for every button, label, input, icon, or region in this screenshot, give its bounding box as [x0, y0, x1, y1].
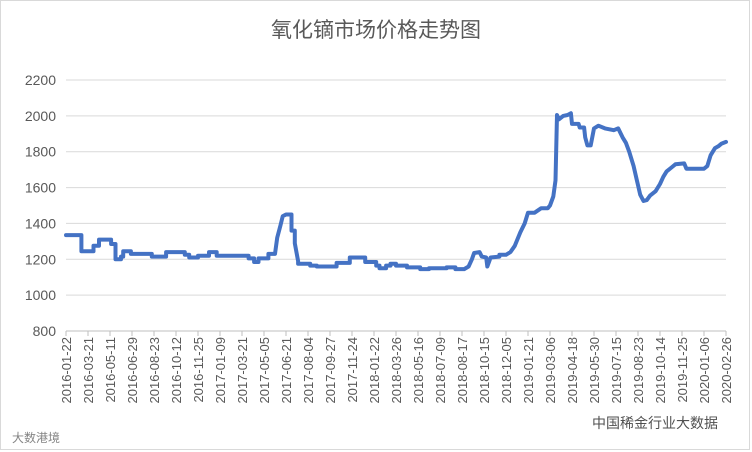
x-tick-label: 2017-03-21 [235, 337, 250, 404]
x-tick-label: 2018-07-09 [433, 337, 448, 404]
watermark-left: 大数港境 [12, 431, 61, 445]
x-tick-label: 2019-01-21 [521, 337, 536, 404]
x-tick-label: 2020-02-26 [719, 337, 734, 404]
x-tick-label: 2019-08-23 [631, 337, 646, 404]
x-tick-label: 2019-03-06 [543, 337, 558, 404]
x-tick-label: 2016-10-12 [169, 337, 184, 404]
x-tick-label: 2018-10-15 [477, 337, 492, 404]
x-tick-label: 2018-01-22 [367, 337, 382, 404]
y-tick-label: 1600 [25, 180, 56, 196]
chart-title: 氧化镝市场价格走势图 [271, 18, 481, 42]
x-tick-label: 2020-01-06 [697, 337, 712, 404]
x-tick-label: 2019-07-15 [609, 337, 624, 404]
y-tick-label: 1000 [25, 287, 56, 303]
x-tick-label: 2016-06-29 [125, 337, 140, 404]
x-tick-label: 2019-11-25 [675, 337, 690, 403]
y-tick-label: 1200 [25, 251, 56, 267]
x-tick-label: 2016-05-11 [103, 337, 118, 403]
y-tick-label: 2000 [25, 108, 56, 124]
x-tick-label: 2017-01-09 [213, 337, 228, 404]
x-tick-label: 2019-10-14 [653, 337, 668, 404]
x-tick-label: 2018-03-26 [389, 337, 404, 404]
x-tick-label: 2016-08-23 [147, 337, 162, 404]
x-tick-label: 2017-08-04 [301, 337, 316, 404]
x-tick-label: 2016-01-22 [59, 337, 74, 404]
y-tick-label: 1400 [25, 215, 56, 231]
price-series-line [64, 111, 728, 272]
y-tick-label: 1800 [25, 144, 56, 160]
x-tick-label: 2017-11-24 [345, 337, 360, 403]
x-tick-label: 2018-08-17 [455, 337, 470, 404]
y-tick-label: 2200 [25, 72, 56, 88]
x-tick-label: 2019-05-30 [587, 337, 602, 404]
x-tick-label: 2016-03-21 [81, 337, 96, 404]
x-tick-label: 2018-05-16 [411, 337, 426, 404]
x-tick-label: 2017-06-21 [279, 337, 294, 404]
watermark-right: 中国稀金行业大数据 [592, 416, 718, 432]
x-tick-label: 2017-05-05 [257, 337, 272, 404]
x-tick-label: 2018-12-05 [499, 337, 514, 404]
x-tick-label: 2017-09-27 [323, 337, 338, 404]
x-tick-label: 2016-11-25 [191, 337, 206, 403]
x-tick-label: 2019-04-18 [565, 337, 580, 404]
y-tick-label: 800 [33, 323, 57, 339]
